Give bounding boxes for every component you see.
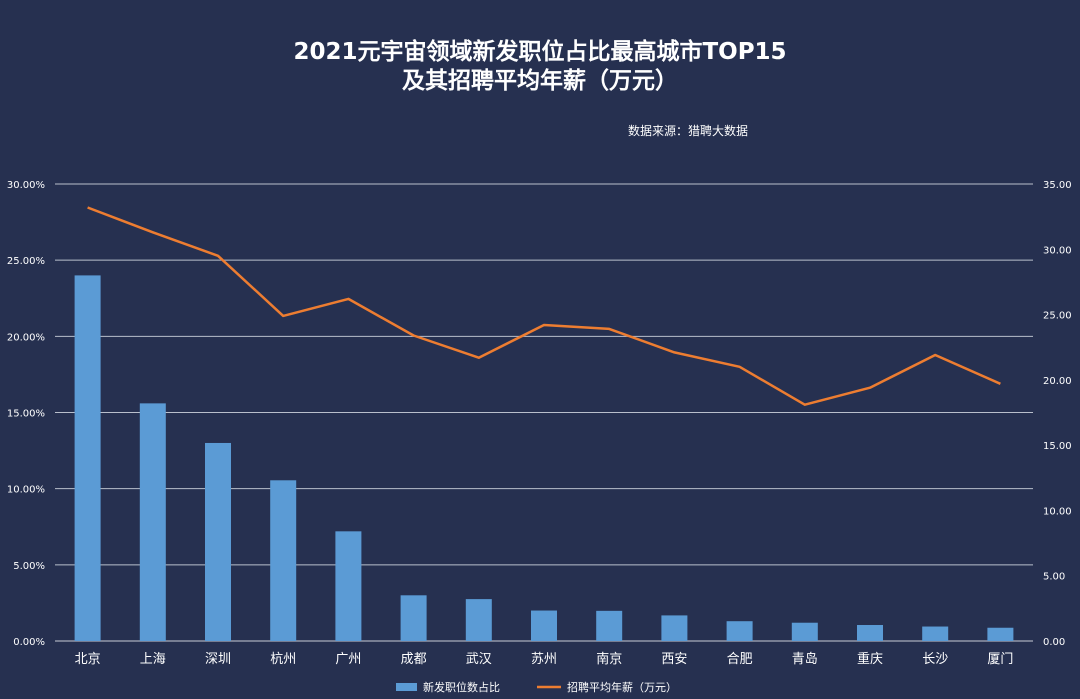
category-label: 苏州	[531, 651, 557, 667]
legend-bar-swatch	[396, 683, 417, 691]
category-label: 武汉	[466, 652, 492, 667]
salary-line	[87, 206, 1001, 406]
bar	[726, 621, 753, 641]
bar	[205, 442, 231, 641]
bar	[400, 595, 427, 641]
chart-title-line2: 及其招聘平均年薪（万元）	[402, 68, 678, 94]
category-label: 杭州	[270, 652, 296, 667]
category-label: 青岛	[792, 651, 818, 667]
right-tick-label: 30.00	[1043, 245, 1072, 256]
category-label: 成都	[401, 652, 427, 667]
left-tick-label: 0.00%	[13, 637, 45, 648]
category-label: 厦门	[987, 652, 1013, 667]
right-tick-label: 25.00	[1043, 311, 1072, 322]
gridlines	[55, 183, 1033, 642]
right-tick-label: 35.00	[1043, 180, 1072, 191]
bar	[791, 622, 818, 641]
line-series	[87, 206, 1001, 406]
bar	[857, 625, 883, 641]
legend-line-label: 招聘平均年薪（万元）	[567, 680, 677, 694]
bar-series	[74, 275, 1014, 641]
chart-title-line1: 2021元宇宙领域新发职位占比最高城市TOP15	[293, 39, 787, 65]
category-label: 上海	[140, 652, 166, 667]
bar	[987, 627, 1014, 641]
legend: 新发职位数占比 招聘平均年薪（万元）	[396, 680, 677, 694]
category-label: 深圳	[205, 652, 231, 667]
category-label: 北京	[75, 652, 101, 667]
category-label: 重庆	[857, 651, 883, 667]
bar	[596, 610, 623, 641]
right-tick-label: 20.00	[1043, 376, 1072, 387]
right-tick-label: 5.00	[1043, 572, 1065, 583]
left-tick-label: 5.00%	[13, 561, 45, 572]
category-label: 合肥	[727, 652, 753, 667]
category-label: 西安	[661, 652, 687, 667]
bar	[74, 275, 101, 641]
left-tick-label: 30.00%	[7, 180, 45, 191]
category-label: 广州	[335, 652, 361, 667]
data-source-note: 数据来源：猎聘大数据	[628, 124, 749, 138]
right-tick-label: 0.00	[1043, 637, 1065, 648]
category-label: 南京	[596, 651, 622, 667]
left-tick-label: 20.00%	[7, 332, 45, 343]
bar	[270, 480, 297, 641]
bar	[139, 403, 166, 641]
bar	[335, 531, 362, 641]
bar	[465, 599, 492, 641]
legend-bar-label: 新发职位数占比	[423, 680, 500, 694]
bar	[922, 626, 949, 641]
bar	[531, 610, 557, 641]
left-tick-label: 25.00%	[7, 256, 45, 267]
right-axis-ticks: 0.00 5.00 10.00 15.00 20.00 25.00 30.00 35.00	[1043, 180, 1072, 648]
bar	[661, 615, 688, 641]
category-labels: 北京 上海 深圳 杭州 广州 成都 武汉 苏州 南京 西安 合肥 青岛 重庆 长沙 厦门	[75, 651, 1014, 667]
left-tick-label: 10.00%	[7, 485, 45, 496]
category-label: 长沙	[922, 652, 948, 667]
left-axis-ticks: 0.00% 5.00% 10.00% 15.00% 20.00% 25.00% 30.00%	[7, 180, 45, 648]
right-tick-label: 15.00	[1043, 441, 1072, 452]
right-tick-label: 10.00	[1043, 506, 1072, 517]
left-tick-label: 15.00%	[7, 409, 45, 420]
